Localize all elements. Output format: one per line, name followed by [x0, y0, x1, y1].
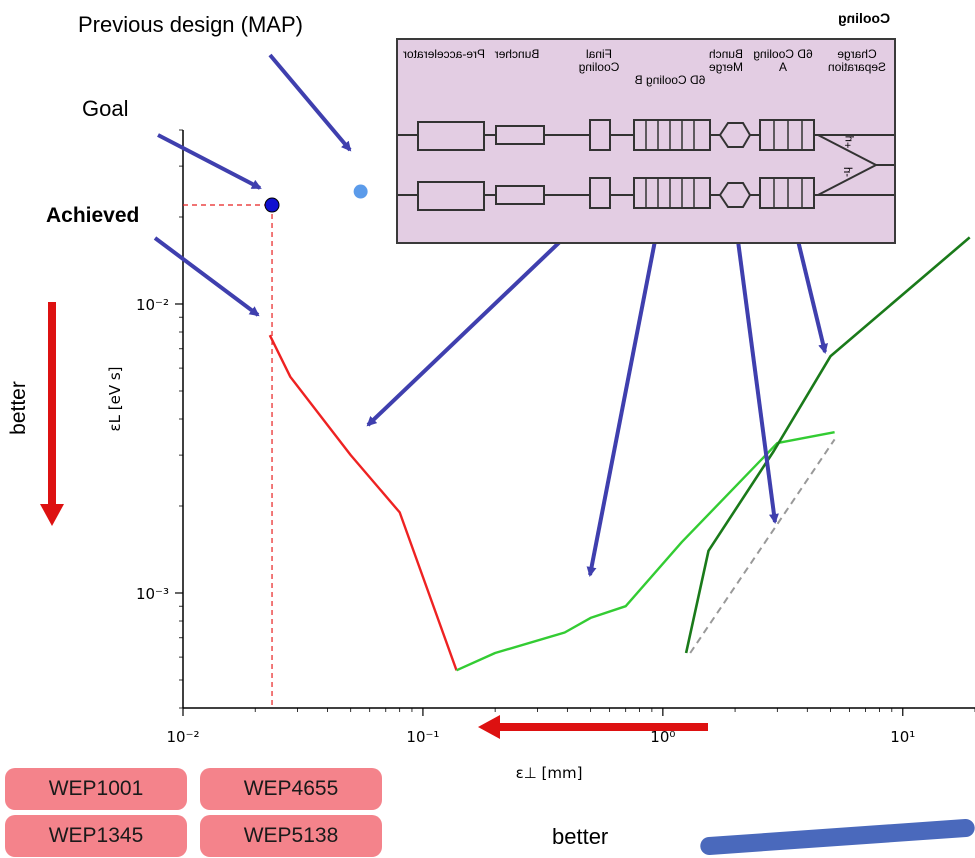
tag-wep4655[interactable]: WEP4655 [200, 768, 382, 810]
better-vertical-label: better [6, 381, 30, 435]
x-tick-label: 10¹ [890, 728, 915, 746]
better-down-arrowhead-icon [40, 504, 64, 526]
better-left-arrow-icon [500, 723, 708, 731]
y-tick-label: 10⁻² [136, 296, 169, 314]
schematic-drawing [398, 119, 894, 211]
annotation-arrow [268, 53, 352, 152]
x-tick-label: 10⁻² [166, 728, 199, 746]
beam-label-mu-plus: μ+ [842, 135, 855, 149]
better-horizontal-label: better [552, 824, 609, 849]
achieved-label: Achieved [46, 204, 140, 227]
stage-label-final-cooling: Final Cooling [578, 47, 620, 74]
plot-axes: 10⁻² 10⁻¹ 10⁰ 10¹ 10⁻³ 10⁻² ε⊥ [mm] εL [eV s] [106, 129, 975, 782]
stage-label-6d-cooling-a: 6D Cooling A [753, 47, 813, 74]
series-line-green [456, 431, 835, 672]
y-tick-label: 10⁻³ [136, 585, 169, 603]
annotation-arrow [153, 236, 260, 317]
tag-wep1345[interactable]: WEP1345 [5, 815, 187, 857]
tag-wep5138[interactable]: WEP5138 [200, 815, 382, 857]
annotation-arrow [366, 213, 590, 427]
annotation-arrow [586, 214, 662, 577]
stage-label-6d-cooling-b: 6D Cooling B [634, 73, 706, 87]
schematic-title: Cooling [837, 10, 890, 26]
map-marker [353, 184, 368, 199]
series-group [268, 236, 971, 672]
x-tick-label: 10⁻¹ [406, 728, 439, 746]
tag-wep1001[interactable]: WEP1001 [5, 768, 187, 810]
stage-label-pre-accelerator: Pre-accelerator [402, 47, 486, 61]
goal-label: Goal [82, 96, 129, 121]
y-axis-label: εL [eV s] [106, 366, 124, 431]
cooling-schematic: Cooling [396, 10, 896, 244]
x-tick-label: 10⁰ [650, 728, 675, 746]
stage-label-charge-separation: Charge Separation [827, 47, 887, 74]
series-line-dashed-gray [689, 438, 836, 654]
series-line-red [268, 334, 458, 671]
stage-label-bunch-merge: Bunch Merge [708, 47, 744, 74]
better-left-arrowhead-icon [478, 715, 500, 739]
series-line-dark-green [684, 236, 971, 654]
goal-marker [264, 197, 280, 213]
stage-label-buncher: Buncher [494, 47, 540, 61]
x-axis-label: ε⊥ [mm] [516, 764, 583, 782]
annotation-arrow [733, 217, 779, 524]
previous-design-label: Previous design (MAP) [78, 12, 303, 37]
annotation-arrow [157, 133, 262, 190]
better-down-arrow-icon [48, 302, 56, 507]
beam-label-mu-minus: μ- [841, 166, 854, 178]
points-group [183, 184, 368, 708]
